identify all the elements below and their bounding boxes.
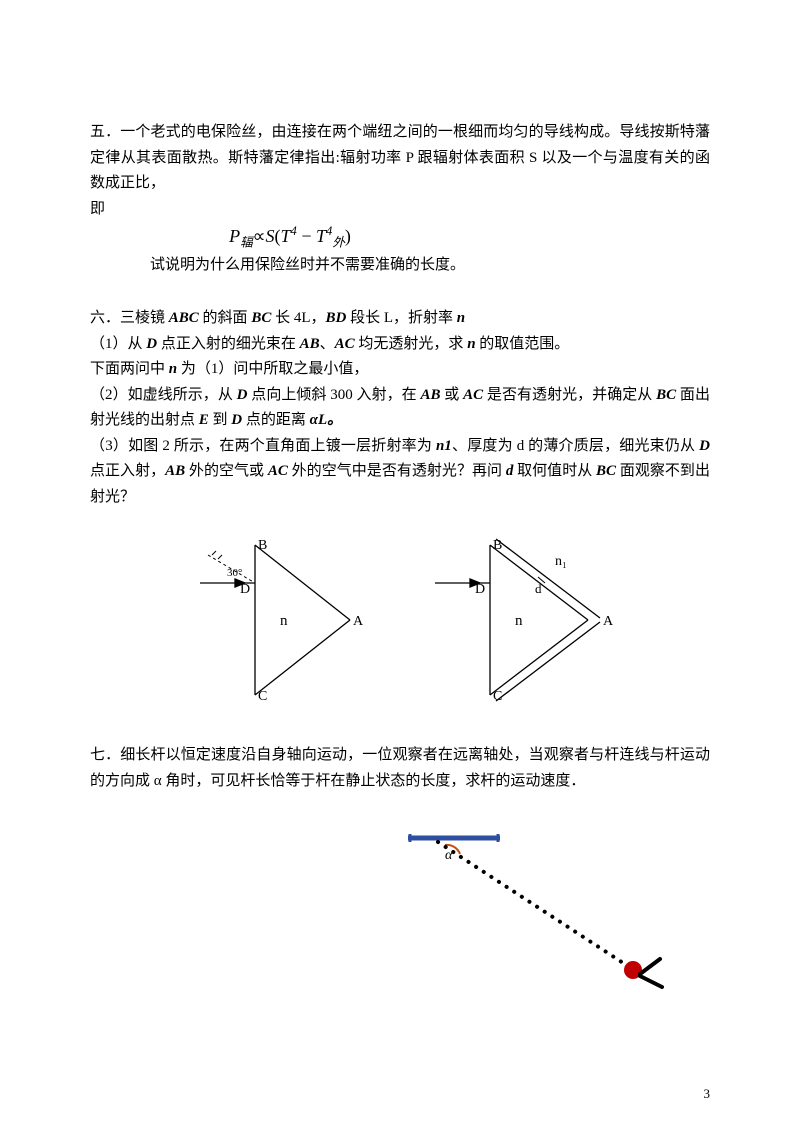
q6-line1: 六．三棱镜 ABC 的斜面 BC 长 4L，BD 段长 L，折射率 n (90, 306, 710, 332)
q5-formula: P辐∝S(T4 − T4外) (90, 224, 710, 251)
q6-p2: （2）如虚线所示，从 D 点向上倾斜 300 入射，在 AB 或 AC 是否有透… (90, 383, 710, 434)
q5-body1: 一个老式的电保险丝，由连接在两个端纽之间的一根细而均匀的导线构成。导线按斯特藩定… (90, 124, 710, 191)
q7-text: 七．细长杆以恒定速度沿自身轴向运动，一位观察者在远离轴处，当观察者与杆连线与杆运… (90, 743, 710, 794)
svg-text:D: D (240, 582, 250, 597)
svg-text:D: D (475, 582, 485, 597)
q6-fig2: B C A D n n₁ d (420, 535, 620, 705)
q5-body2: 即 (90, 197, 710, 223)
page-number: 3 (704, 1086, 711, 1102)
svg-text:α: α (445, 848, 453, 863)
q5-text: 五．一个老式的电保险丝，由连接在两个端纽之间的一根细而均匀的导线构成。导线按斯特… (90, 120, 710, 197)
q7-figure: α (390, 824, 670, 999)
svg-text:d: d (535, 581, 542, 596)
q6-figures: 30° B C A D n B C A D n (90, 535, 710, 705)
svg-text:B: B (258, 538, 267, 553)
svg-text:n: n (280, 613, 288, 629)
svg-text:C: C (258, 689, 267, 704)
svg-text:C: C (493, 689, 502, 704)
q6-fig1: 30° B C A D n (180, 535, 370, 705)
svg-text:B: B (493, 538, 502, 553)
svg-text:A: A (353, 614, 364, 629)
q6-p3: （3）如图 2 所示，在两个直角面上镀一层折射率为 n1、厚度为 d 的薄介质层… (90, 434, 710, 511)
svg-text:A: A (603, 614, 614, 629)
svg-text:30°: 30° (227, 567, 242, 579)
svg-text:n: n (515, 613, 523, 629)
svg-text:n₁: n₁ (555, 554, 567, 569)
q6-p1: （1）从 D 点正入射的细光束在 AB、AC 均无透射光，求 n 的取值范围。 (90, 332, 710, 358)
q5-heading: 五． (90, 124, 120, 140)
q6-mid: 下面两问中 n 为（1）问中所取之最小值， (90, 357, 710, 383)
q5-body3: 试说明为什么用保险丝时并不需要准确的长度。 (90, 253, 710, 279)
